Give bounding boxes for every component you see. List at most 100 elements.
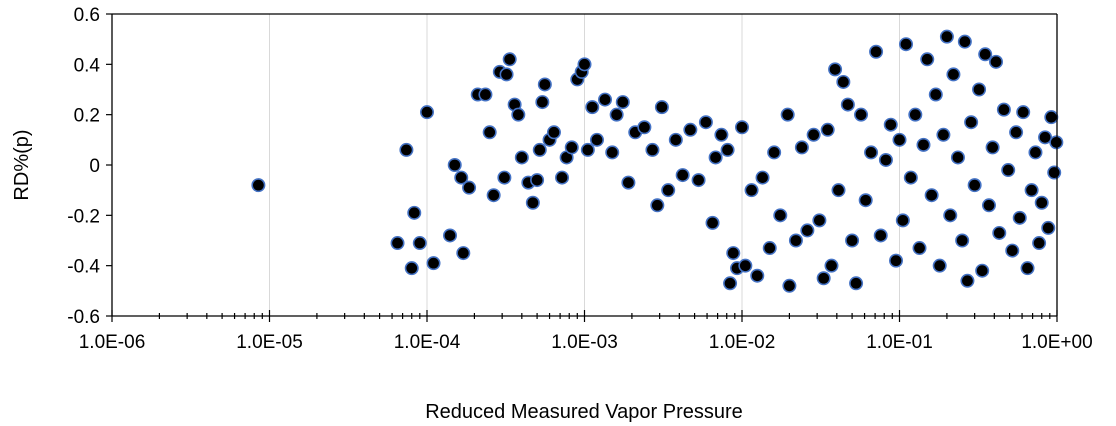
data-point <box>744 183 759 198</box>
data-points <box>251 29 1064 293</box>
data-point <box>407 205 422 220</box>
data-point <box>654 100 669 115</box>
data-point <box>773 208 788 223</box>
data-point <box>605 145 620 160</box>
data-point <box>546 125 561 140</box>
data-point <box>975 263 990 278</box>
data-point <box>650 198 665 213</box>
data-point <box>985 140 1000 155</box>
data-point <box>755 170 770 185</box>
data-point <box>532 142 547 157</box>
data-point <box>1047 165 1062 180</box>
data-point <box>957 34 972 49</box>
data-point <box>390 236 405 251</box>
data-point <box>525 195 540 210</box>
data-point <box>950 150 965 165</box>
y-tick-label: -0.2 <box>67 206 100 227</box>
data-point <box>1028 145 1043 160</box>
data-point <box>780 107 795 122</box>
data-point <box>908 107 923 122</box>
data-point <box>456 246 471 261</box>
data-point <box>478 87 493 102</box>
data-point <box>1038 130 1053 145</box>
y-tick-label: 0 <box>89 156 100 177</box>
data-point <box>1034 195 1049 210</box>
data-point <box>564 140 579 155</box>
y-tick-label: 0.4 <box>74 55 101 76</box>
data-point <box>482 125 497 140</box>
data-point <box>873 228 888 243</box>
data-point <box>514 150 529 165</box>
data-point <box>836 74 851 89</box>
data-point <box>661 183 676 198</box>
data-point <box>992 225 1007 240</box>
data-point <box>691 173 706 188</box>
data-point <box>888 253 903 268</box>
data-point <box>960 273 975 288</box>
data-point <box>845 233 860 248</box>
data-point <box>726 246 741 261</box>
data-point <box>946 67 961 82</box>
data-point <box>621 175 636 190</box>
data-point <box>916 137 931 152</box>
data-point <box>1044 110 1059 125</box>
data-point <box>720 142 735 157</box>
data-point <box>812 213 827 228</box>
x-tick-label: 1.0E+00 <box>1021 332 1092 353</box>
x-axis-title: Reduced Measured Vapor Pressure <box>425 401 743 423</box>
data-point <box>399 142 414 157</box>
data-point <box>462 180 477 195</box>
data-point <box>580 142 595 157</box>
data-point <box>978 47 993 62</box>
data-point <box>589 132 604 147</box>
data-point <box>939 29 954 44</box>
data-point <box>824 258 839 273</box>
x-tick-label: 1.0E-05 <box>236 332 303 353</box>
data-point <box>924 188 939 203</box>
data-point <box>598 92 613 107</box>
data-point <box>936 127 951 142</box>
tick-labels: 1.0E-06 1.0E-05 1.0E-04 1.0E-03 1.0E-02 1.0E-… <box>67 5 1092 353</box>
data-point <box>251 178 266 193</box>
data-point <box>794 140 809 155</box>
data-point <box>1020 261 1035 276</box>
data-point <box>840 97 855 112</box>
data-point <box>806 127 821 142</box>
data-point <box>1024 183 1039 198</box>
data-point <box>828 62 843 77</box>
data-point <box>878 152 893 167</box>
x-tick-label: 1.0E-01 <box>866 332 933 353</box>
data-point <box>782 278 797 293</box>
data-point <box>447 158 462 173</box>
data-point <box>609 107 624 122</box>
data-point <box>1012 210 1027 225</box>
x-tick-label: 1.0E-04 <box>394 332 461 353</box>
data-point <box>675 168 690 183</box>
data-point <box>454 170 469 185</box>
data-point <box>1032 236 1047 251</box>
data-point <box>714 127 729 142</box>
data-point <box>864 145 879 160</box>
data-point <box>585 100 600 115</box>
y-tick-label: -0.4 <box>67 257 100 278</box>
data-point <box>996 102 1011 117</box>
data-point <box>443 228 458 243</box>
data-point <box>738 258 753 273</box>
data-point <box>1005 243 1020 258</box>
data-point <box>800 223 815 238</box>
data-point <box>1016 105 1031 120</box>
data-point <box>404 261 419 276</box>
data-point <box>502 52 517 67</box>
data-point <box>892 132 907 147</box>
data-point <box>412 236 427 251</box>
data-point <box>499 67 514 82</box>
data-point <box>668 132 683 147</box>
data-point <box>723 276 738 291</box>
data-point <box>849 276 864 291</box>
data-point <box>497 170 512 185</box>
data-point <box>1041 220 1056 235</box>
data-point <box>989 54 1004 69</box>
data-point <box>537 77 552 92</box>
data-point <box>816 271 831 286</box>
